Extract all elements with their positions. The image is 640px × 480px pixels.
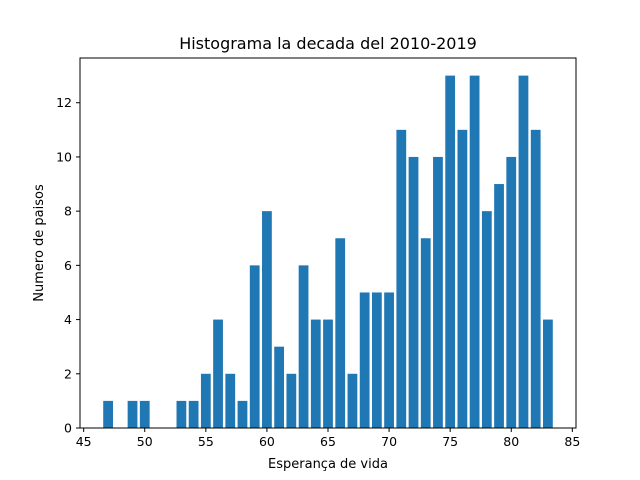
x-tick-label-55: 55 xyxy=(198,434,214,449)
bar-81 xyxy=(518,75,529,428)
x-tick-label-60: 60 xyxy=(259,434,275,449)
y-tick-label-0: 0 xyxy=(64,421,72,436)
bar-53 xyxy=(176,400,187,428)
chart-title: Histograma la decada del 2010-2019 xyxy=(179,34,477,53)
bar-79 xyxy=(494,184,504,428)
bar-70 xyxy=(384,292,394,428)
x-tick-label-50: 50 xyxy=(137,434,153,449)
plot-frame xyxy=(79,57,577,429)
bar-76 xyxy=(457,129,468,429)
x-tick-label-75: 75 xyxy=(442,434,458,449)
y-axis-label: Numero de paisos xyxy=(32,184,47,302)
bar-77 xyxy=(469,75,480,428)
x-tick-label-65: 65 xyxy=(320,434,336,449)
y-tick-label-10: 10 xyxy=(56,149,72,164)
bar-59 xyxy=(249,265,260,428)
bar-72 xyxy=(408,156,419,428)
bar-47 xyxy=(103,400,113,428)
bar-63 xyxy=(298,265,309,428)
bar-57 xyxy=(225,373,236,428)
y-tick-label-6: 6 xyxy=(64,258,72,273)
y-axis-ticks: 0 2 4 6 8 10 12 xyxy=(56,95,80,436)
bar-54 xyxy=(188,400,199,428)
y-tick-label-4: 4 xyxy=(64,312,72,327)
x-tick-label-85: 85 xyxy=(564,434,580,449)
x-axis-label: Esperança de vida xyxy=(268,457,388,472)
x-axis-ticks: 45 50 55 60 65 70 75 80 85 xyxy=(76,428,580,449)
bar-60 xyxy=(262,211,272,428)
bar-62 xyxy=(286,373,297,428)
bar-49 xyxy=(127,400,138,428)
bar-58 xyxy=(237,400,248,428)
y-tick-label-12: 12 xyxy=(56,95,72,110)
bars-group xyxy=(103,75,553,429)
bar-75 xyxy=(445,75,456,428)
bar-65 xyxy=(323,319,333,428)
x-tick-label-45: 45 xyxy=(76,434,92,449)
bar-69 xyxy=(371,292,382,428)
bar-78 xyxy=(481,211,492,428)
bar-80 xyxy=(506,156,517,428)
x-tick-label-80: 80 xyxy=(503,434,519,449)
bar-50 xyxy=(139,400,150,428)
bar-74 xyxy=(433,156,443,428)
x-tick-label-70: 70 xyxy=(381,434,397,449)
bar-73 xyxy=(420,238,431,428)
bar-64 xyxy=(310,319,321,428)
bar-83 xyxy=(543,319,553,428)
bar-71 xyxy=(396,129,407,429)
bar-61 xyxy=(274,346,285,428)
y-tick-label-8: 8 xyxy=(64,204,72,219)
bar-82 xyxy=(530,129,541,429)
bar-66 xyxy=(335,238,346,428)
bar-56 xyxy=(213,319,223,428)
y-tick-label-2: 2 xyxy=(64,366,72,381)
bar-55 xyxy=(200,373,211,428)
bar-67 xyxy=(347,373,358,428)
bar-68 xyxy=(359,292,370,428)
